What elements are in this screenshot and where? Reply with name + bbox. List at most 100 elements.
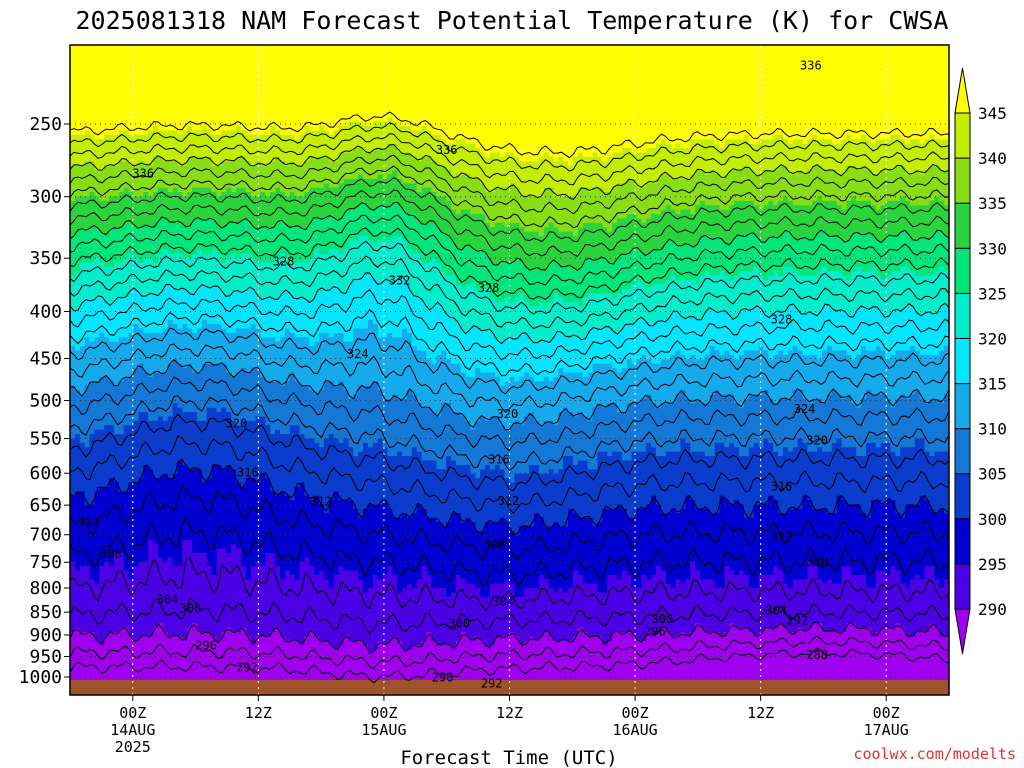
contour-label: 292 [786, 614, 808, 628]
band-cell [914, 438, 926, 444]
band-cell [372, 275, 398, 281]
band-cell [651, 284, 949, 290]
band-cell [70, 539, 149, 545]
band-cell [890, 134, 901, 140]
band-cell [812, 561, 949, 567]
band-cell [99, 227, 110, 233]
band-cell [685, 500, 696, 506]
band-cell [133, 570, 213, 576]
band-cell [773, 354, 818, 360]
band-cell [226, 368, 242, 374]
band-cell [665, 574, 691, 580]
band-cell [367, 271, 447, 277]
band-cell [739, 354, 769, 360]
band-cell [519, 640, 525, 646]
band-cell [612, 632, 633, 638]
band-cell [621, 288, 949, 294]
band-cell [109, 478, 115, 484]
band-cell [387, 447, 413, 453]
band-cell [636, 636, 647, 642]
band-cell [128, 130, 149, 136]
band-cell [319, 126, 325, 132]
band-cell [70, 341, 86, 347]
band-cell [123, 187, 130, 193]
band-cell [680, 350, 711, 356]
band-cell [455, 174, 472, 180]
band-cell [372, 574, 379, 580]
band-cell [70, 288, 130, 294]
band-cell [875, 570, 887, 576]
band-cell [841, 438, 916, 444]
band-cell [70, 495, 86, 501]
band-cell [99, 486, 120, 492]
band-cell [143, 363, 169, 369]
band-cell [607, 451, 613, 457]
band-cell [597, 152, 613, 158]
band-cell [704, 200, 735, 206]
band-cell [729, 315, 740, 321]
band-cell [524, 588, 555, 594]
band-cell [358, 174, 364, 180]
band-cell [504, 381, 949, 387]
band-cell [909, 266, 940, 272]
band-cell [695, 354, 706, 360]
band-cell [299, 425, 471, 431]
band-cell [787, 627, 799, 633]
band-cell [240, 420, 266, 426]
y-tick-label: 800 [29, 578, 62, 599]
credit-text: coolwx.com/modelts [853, 745, 1016, 763]
band-cell [533, 412, 559, 418]
band-cell [304, 482, 949, 488]
band-cell [514, 473, 949, 479]
band-cell [70, 77, 949, 83]
band-cell [304, 491, 335, 497]
band-cell [70, 130, 86, 136]
band-cell [133, 372, 149, 378]
band-cell [734, 275, 764, 281]
band-cell [314, 253, 423, 259]
band-cell [558, 293, 589, 299]
band-cell [236, 253, 242, 259]
band-cell [177, 403, 423, 409]
band-cell [128, 627, 154, 633]
band-cell [309, 337, 320, 343]
band-cell [866, 165, 896, 171]
band-cell [245, 478, 257, 484]
band-cell [885, 394, 901, 400]
band-cell [543, 420, 555, 426]
band-cell [778, 566, 808, 572]
band-cell [70, 376, 100, 382]
band-cell [514, 376, 520, 382]
band-cell [509, 222, 520, 228]
band-cell [397, 200, 452, 206]
band-cell [84, 495, 96, 501]
band-cell [197, 412, 208, 418]
band-cell [89, 438, 315, 444]
band-cell [480, 469, 506, 475]
band-cell [289, 376, 296, 382]
band-cell [870, 266, 877, 272]
band-cell [519, 332, 530, 338]
band-cell [314, 438, 325, 444]
band-cell [470, 328, 481, 334]
band-cell [621, 456, 633, 462]
band-cell [763, 346, 794, 352]
band-cell [729, 500, 735, 506]
band-cell [143, 368, 169, 374]
band-cell [538, 579, 550, 585]
band-cell [450, 174, 457, 180]
band-cell [192, 222, 218, 228]
band-cell [260, 372, 291, 378]
band-cell [836, 170, 848, 176]
band-cell [743, 350, 769, 356]
band-cell [924, 570, 935, 576]
x-tick-label: 00Z [622, 704, 649, 722]
band-cell [612, 222, 949, 228]
band-cell [446, 592, 452, 598]
band-cell [363, 588, 369, 594]
band-cell [700, 623, 730, 629]
band-cell [631, 451, 657, 457]
band-cell [411, 583, 418, 589]
band-cell [70, 425, 105, 431]
band-cell [109, 632, 130, 638]
